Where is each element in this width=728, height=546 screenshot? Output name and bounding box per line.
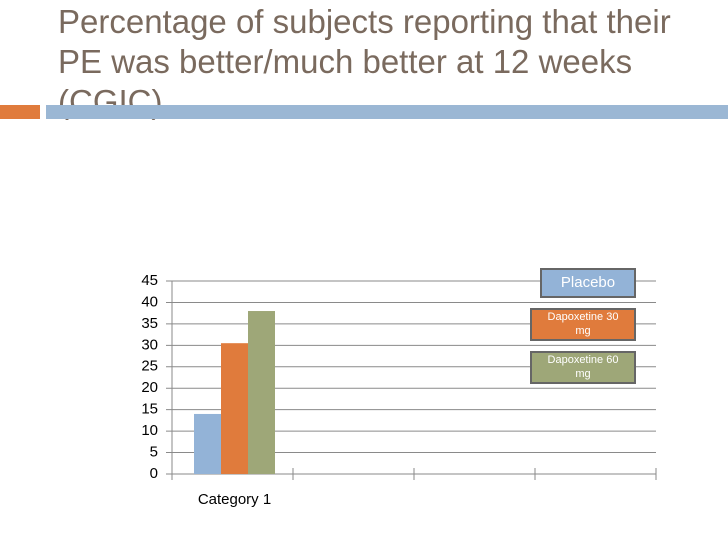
y-tick-label: 30 xyxy=(141,336,158,353)
y-tick-label: 15 xyxy=(141,401,158,418)
y-tick-label: 5 xyxy=(150,444,158,461)
legend-entry: Placebo xyxy=(540,268,636,298)
bar xyxy=(221,343,248,474)
bar xyxy=(248,311,275,474)
x-tick-label: Category 1 xyxy=(198,491,271,508)
legend-entry: Dapoxetine 60 mg xyxy=(530,351,636,384)
y-tick-label: 25 xyxy=(141,358,158,375)
bar xyxy=(194,413,221,474)
accent-bar xyxy=(0,105,40,119)
y-tick-label: 45 xyxy=(141,272,158,289)
y-tick-label: 20 xyxy=(141,379,158,396)
accent-bar xyxy=(46,105,728,119)
y-tick-label: 35 xyxy=(141,315,158,332)
y-tick-label: 40 xyxy=(141,293,158,310)
y-tick-label: 0 xyxy=(150,465,158,482)
legend-entry: Dapoxetine 30 mg xyxy=(530,308,636,341)
slide-title: Percentage of subjects reporting that th… xyxy=(58,3,671,120)
y-tick-label: 10 xyxy=(141,422,158,439)
